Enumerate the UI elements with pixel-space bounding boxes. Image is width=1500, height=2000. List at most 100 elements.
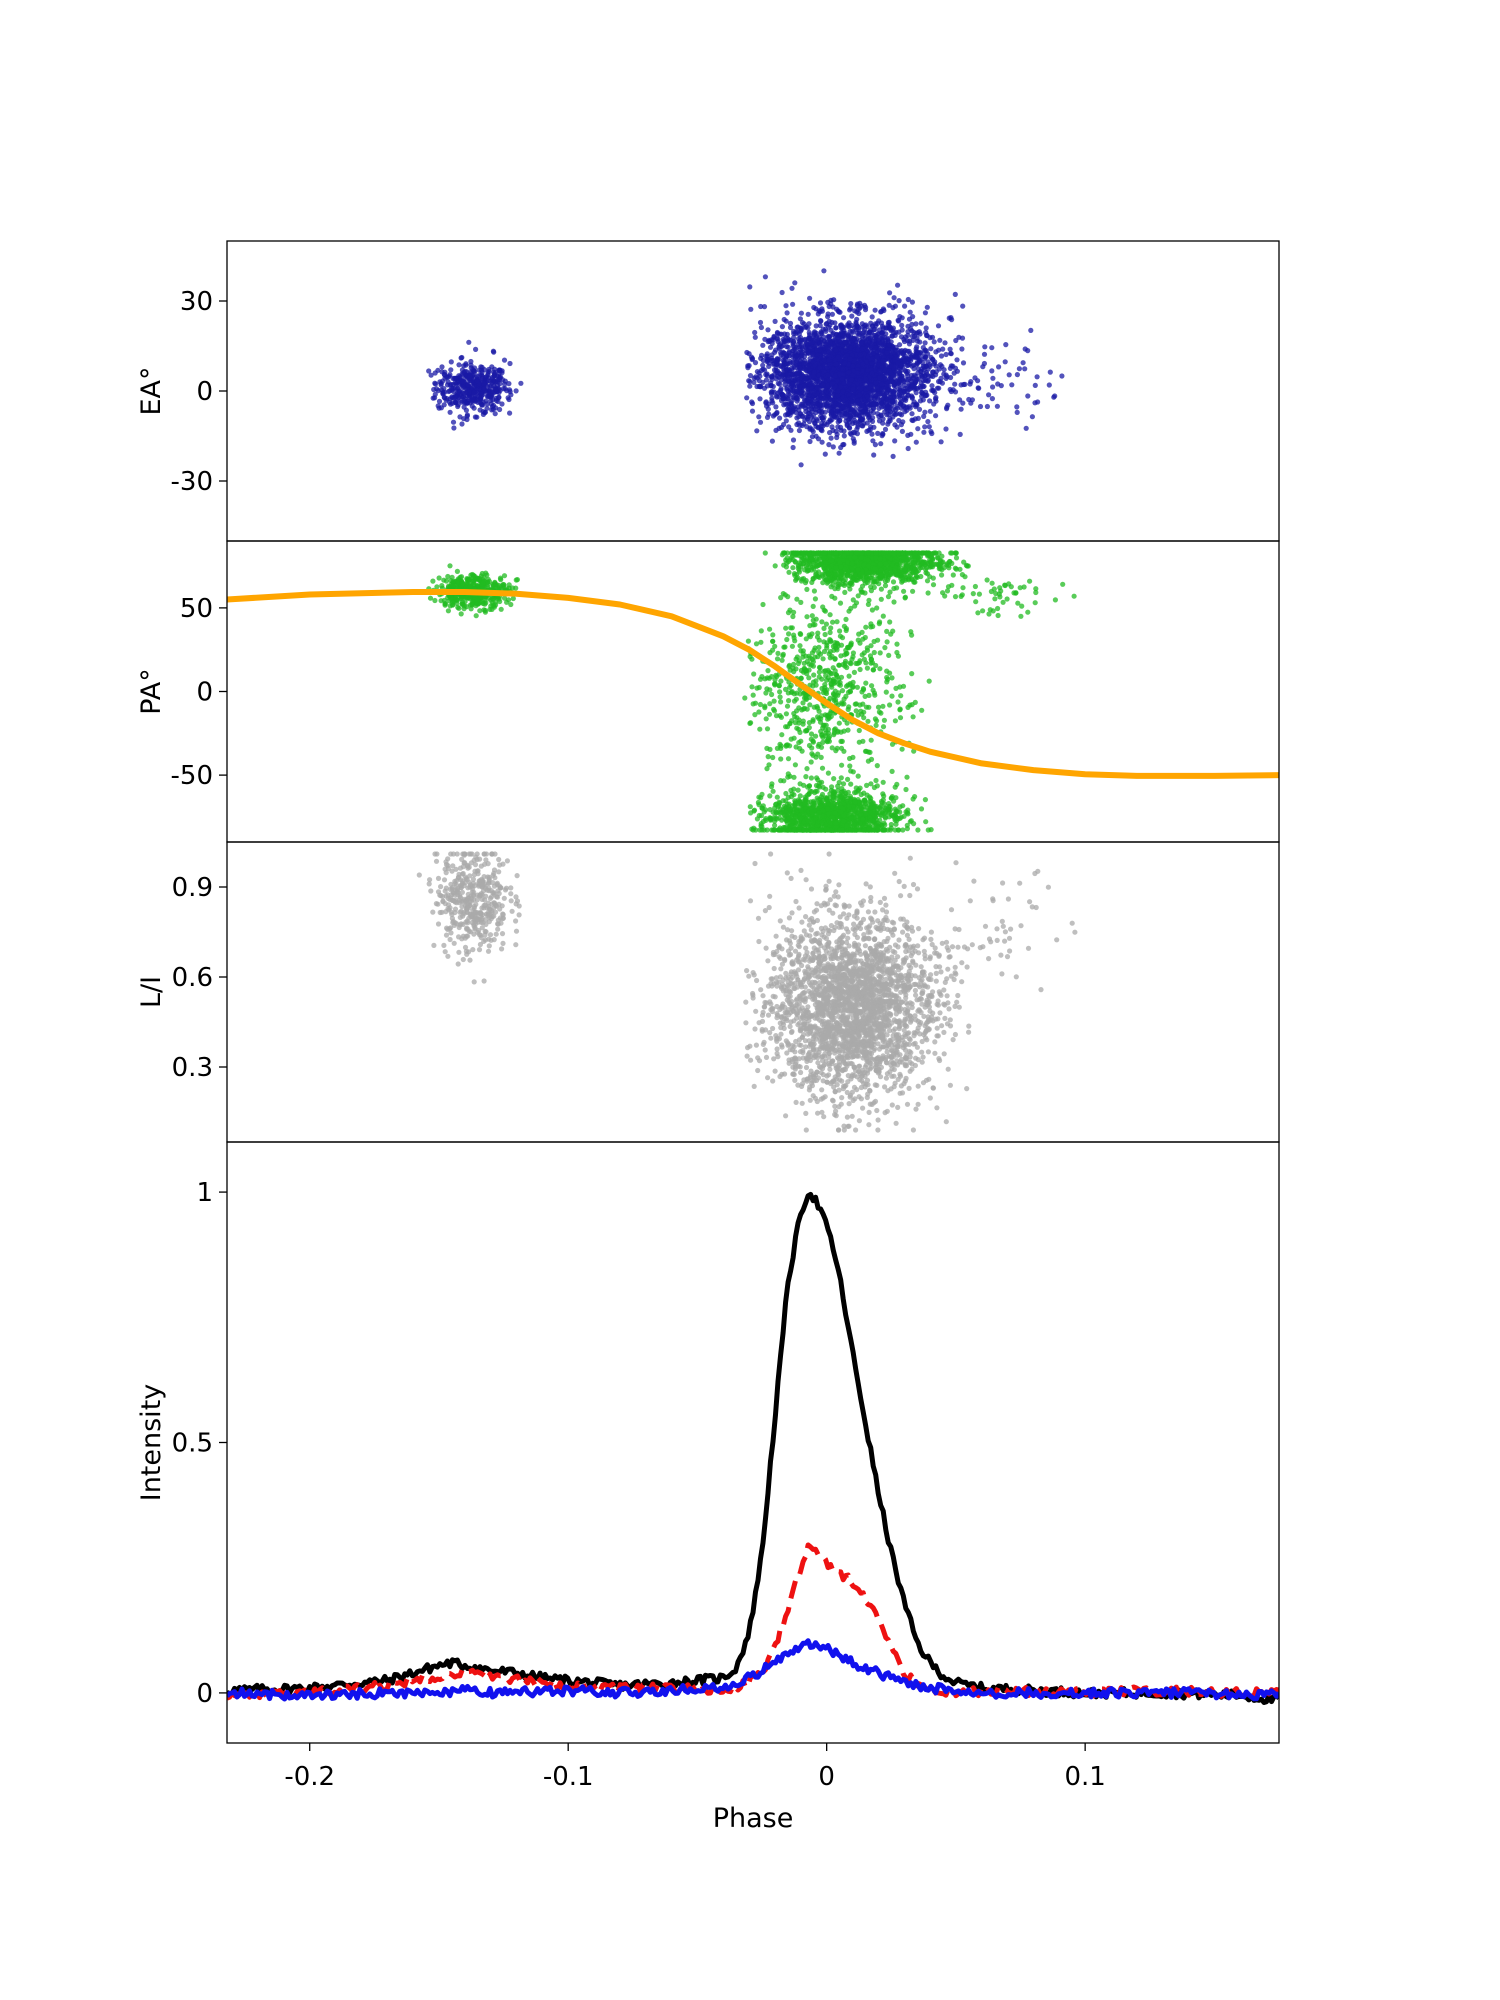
ea-point <box>855 346 861 352</box>
ea-point <box>789 367 795 373</box>
ea-point <box>902 358 908 364</box>
ea-point <box>959 335 966 341</box>
ea-point <box>872 321 879 327</box>
ea-point <box>809 397 816 404</box>
ea-point <box>794 329 801 335</box>
ea-point <box>890 389 897 395</box>
ea-point <box>832 357 838 363</box>
pa-point <box>501 573 508 579</box>
ea-point <box>922 409 928 415</box>
ea-point <box>478 372 485 378</box>
ea-point <box>744 349 750 356</box>
ea-point <box>821 350 827 356</box>
ea-point <box>927 335 933 341</box>
ea-point <box>803 324 809 330</box>
ea-point <box>892 357 898 363</box>
ea-point <box>452 399 458 405</box>
ea-point <box>858 340 865 346</box>
ea-point <box>929 430 935 437</box>
ea-point <box>441 371 447 378</box>
pa-point <box>474 576 480 582</box>
ea-point <box>796 427 803 434</box>
ea-point <box>836 309 842 315</box>
ea-point <box>903 377 910 383</box>
ea-point <box>776 344 782 350</box>
ea-point <box>819 410 825 416</box>
ea-point <box>792 406 798 412</box>
ea-point <box>475 399 481 405</box>
ea-point <box>870 350 876 356</box>
ea-point <box>880 403 886 409</box>
ea-point <box>820 326 826 332</box>
pa-point <box>792 559 799 565</box>
ea-ytick-label: -30 <box>171 467 213 497</box>
ea-point <box>789 372 795 378</box>
ea-point <box>773 347 779 353</box>
pa-point <box>914 557 921 563</box>
ea-point <box>447 409 453 415</box>
ea-point <box>814 347 820 353</box>
ea-point <box>840 366 846 372</box>
pa-point <box>430 578 436 584</box>
ea-point <box>799 337 805 343</box>
ea-point <box>795 324 801 330</box>
ea-point <box>816 372 822 378</box>
ea-point <box>952 365 959 371</box>
ea-point <box>877 335 883 341</box>
pa-point <box>445 573 451 580</box>
ea-point <box>774 409 780 416</box>
ea-point <box>910 417 916 424</box>
ea-point <box>835 388 841 394</box>
ea-point <box>467 373 473 379</box>
ea-point <box>874 354 880 360</box>
ea-point <box>1006 372 1012 378</box>
pa-point <box>432 597 438 604</box>
pa-point <box>506 582 512 588</box>
ea-point <box>752 334 758 340</box>
ea-point <box>1022 366 1028 372</box>
ea-point <box>990 375 996 381</box>
ea-point <box>810 351 816 357</box>
pa-point <box>460 581 466 587</box>
ea-point <box>798 462 804 468</box>
ea-point <box>923 325 929 331</box>
ea-point <box>922 310 929 316</box>
ea-point <box>833 428 839 434</box>
ea-point <box>821 268 827 274</box>
ea-point <box>805 410 811 416</box>
ea-point <box>846 392 852 398</box>
ea-point <box>793 395 800 401</box>
ea-point <box>456 362 462 368</box>
ea-point <box>790 437 797 443</box>
ea-point <box>498 374 504 380</box>
ea-point <box>931 339 937 345</box>
ea-point <box>828 389 834 395</box>
ea-point <box>892 438 898 444</box>
ea-point <box>794 371 800 377</box>
ea-point <box>1014 372 1021 378</box>
ea-point <box>873 380 879 386</box>
ea-point <box>1029 414 1035 420</box>
ea-point <box>1002 359 1008 365</box>
ea-point <box>923 363 929 369</box>
ea-point <box>980 364 986 370</box>
ea-point <box>900 419 906 425</box>
ea-point <box>861 323 868 329</box>
ea-point <box>826 318 832 324</box>
ea-point <box>807 295 813 301</box>
ea-point <box>801 366 808 372</box>
ea-point <box>1003 342 1009 348</box>
ea-point <box>940 346 946 352</box>
ea-point <box>816 402 822 408</box>
ea-point <box>837 322 844 328</box>
ea-point <box>879 381 885 387</box>
ea-point <box>869 360 875 366</box>
ea-point <box>872 334 878 341</box>
ea-point <box>463 362 469 368</box>
pa-point <box>454 597 461 603</box>
ea-point <box>896 370 902 376</box>
ea-point <box>925 359 931 365</box>
ea-point <box>880 390 886 396</box>
ea-point <box>436 405 442 411</box>
ea-point <box>869 370 875 376</box>
